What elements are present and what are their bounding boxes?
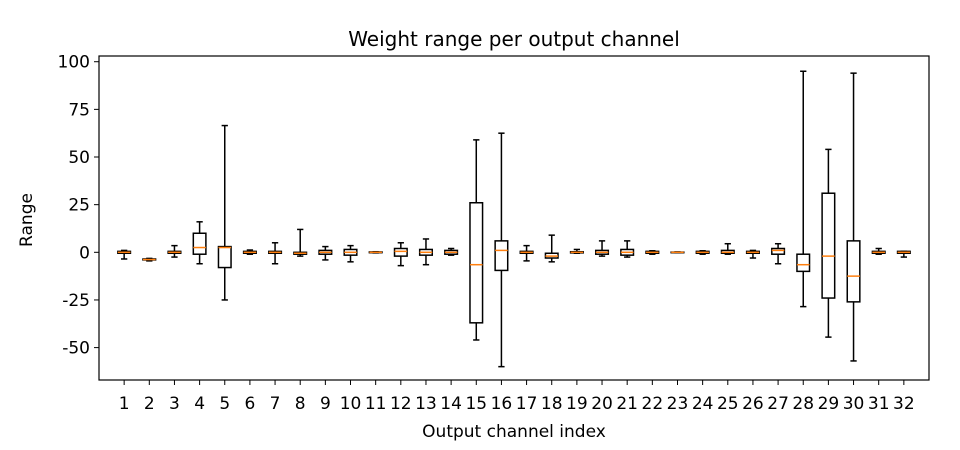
box-7 [268,242,283,265]
x-tick-label: 12 [390,394,412,414]
y-tick-label: 75 [68,100,90,120]
box-body [393,247,408,257]
x-axis-label: Output channel index [422,422,606,442]
box-8 [293,228,308,257]
box-30 [846,72,861,362]
box-20 [594,240,610,257]
y-tick-label: 25 [68,196,90,216]
x-tick-label: 28 [792,394,814,414]
box-32 [896,250,911,258]
y-tick-label: 0 [79,243,90,263]
box-28 [796,70,811,308]
box-4 [192,221,207,265]
x-tick-label: 15 [465,394,487,414]
box-26 [745,249,760,259]
x-tick-label: 10 [340,394,362,414]
box-body [469,202,484,324]
x-tick-label: 3 [169,394,180,414]
x-tick-label: 20 [591,394,613,414]
box-11 [368,250,383,254]
y-tick-label: 50 [68,148,90,168]
box-27 [771,242,786,265]
box-29 [821,148,836,338]
box-23 [670,251,685,254]
x-tick-label: 19 [566,394,588,414]
x-tick-label: 6 [244,394,255,414]
y-tick-label: -25 [62,291,90,311]
box-15 [469,139,484,341]
box-12 [393,242,408,267]
plot-area [117,70,911,368]
box-body [771,247,786,255]
box-9 [318,245,333,261]
box-22 [645,250,660,255]
x-tick-label: 16 [491,394,513,414]
box-13 [418,238,434,266]
box-18 [544,234,559,263]
box-2 [142,257,157,262]
x-tick-label: 2 [144,394,155,414]
x-tick-label: 11 [365,394,387,414]
x-tick-label: 24 [692,394,714,414]
box-16 [494,132,509,368]
box-24 [695,250,710,255]
x-tick-label: 1 [119,394,130,414]
box-17 [519,244,534,262]
x-tick-label: 18 [541,394,563,414]
x-tick-label: 5 [219,394,230,414]
y-axis: -50 -25 0 25 50 75 100 [58,53,99,359]
x-axis: 1 2 3 4 5 6 7 8 9 10 11 12 13 14 15 16 17 18 19 20 21 22 23 24 2… [119,380,915,414]
chart-title: Weight range per output channel [348,27,680,51]
box-21 [620,240,635,258]
x-tick-label: 17 [516,394,538,414]
x-tick-label: 32 [893,394,915,414]
x-tick-label: 13 [415,394,437,414]
box-body [846,240,861,303]
box-1 [117,249,132,260]
plot-frame [98,55,930,381]
box-6 [242,249,257,255]
box-3 [167,244,182,258]
x-tick-label: 7 [270,394,281,414]
x-tick-label: 30 [843,394,865,414]
x-tick-label: 26 [742,394,764,414]
x-tick-label: 25 [717,394,739,414]
x-tick-label: 21 [616,394,638,414]
y-tick-label: 100 [58,53,90,73]
x-tick-label: 23 [667,394,689,414]
box-25 [720,242,735,255]
box-body [821,192,836,299]
box-body [192,232,207,255]
x-tick-label: 9 [320,394,331,414]
box-body [796,253,811,273]
x-tick-label: 31 [868,394,890,414]
box-body [217,245,232,269]
box-31 [871,247,886,255]
x-tick-label: 8 [295,394,306,414]
y-tick-label: -50 [62,339,90,359]
x-tick-label: 4 [194,394,205,414]
x-tick-label: 14 [440,394,462,414]
box-14 [444,247,459,256]
box-body [494,240,509,272]
y-axis-label: Range [17,193,37,247]
x-tick-label: 27 [767,394,789,414]
box-5 [217,124,232,301]
x-tick-label: 29 [818,394,840,414]
box-10 [343,244,358,263]
x-tick-label: 22 [642,394,664,414]
box-19 [569,248,584,255]
